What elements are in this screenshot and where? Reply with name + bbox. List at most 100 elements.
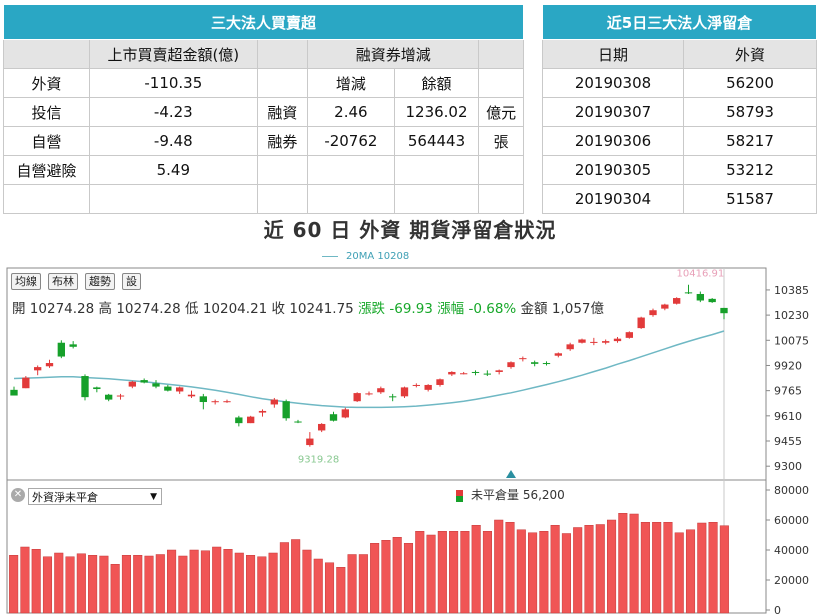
candle-body: [57, 342, 66, 357]
oi-bar: [618, 513, 628, 614]
y-tick-label: 0: [774, 604, 781, 614]
candle-body: [708, 298, 716, 303]
candle: [388, 393, 397, 402]
chevron-down-icon: ▼: [150, 492, 157, 502]
row-name: 外資: [2, 68, 91, 98]
candle-body: [519, 358, 527, 360]
margin-label: 融資: [256, 97, 309, 127]
futures-chart: 10385 10230 10075 9920 9765 9610 9455 9300 10416…: [6, 267, 809, 614]
oi-bar: [449, 531, 459, 614]
candle: [57, 340, 66, 359]
candle: [400, 386, 409, 398]
settings-button[interactable]: 設: [122, 273, 141, 290]
candle: [282, 399, 290, 421]
candle: [661, 303, 669, 311]
candle: [601, 339, 610, 345]
candle: [81, 374, 89, 401]
position-cell: 56200: [683, 68, 817, 98]
oi-legend: 未平倉量 56,200: [456, 486, 565, 503]
margin-unit: 張: [478, 126, 524, 156]
y-tick-label: 10075: [774, 334, 809, 347]
oi-bar: [370, 543, 380, 614]
candle-body: [69, 344, 77, 347]
candle-body: [175, 387, 184, 392]
candle-body: [10, 389, 18, 396]
amount-value: 1,057億: [551, 301, 604, 317]
open-value: 10274.28: [29, 301, 95, 317]
candle: [104, 393, 113, 402]
candle: [672, 297, 681, 305]
candle: [22, 376, 30, 389]
low-value: 10204.21: [202, 301, 268, 317]
candle-body: [566, 344, 574, 350]
candle: [471, 370, 480, 376]
candle-body: [507, 362, 515, 368]
candle-body: [140, 380, 148, 383]
candle: [377, 386, 385, 394]
oi-bar: [381, 540, 391, 614]
candle-body: [601, 341, 610, 343]
oi-bar: [223, 549, 233, 614]
oi-bar: [42, 556, 53, 614]
ohlc-readout: 開 10274.28 高 10274.28 低 10204.21 收 10241…: [12, 301, 604, 317]
oi-bar: [155, 554, 165, 614]
oi-bar: [279, 542, 289, 614]
oi-bar: [178, 555, 188, 614]
bollinger-button[interactable]: 布林: [48, 273, 78, 290]
margin-change: -20762: [307, 126, 395, 156]
close-icon[interactable]: ✕: [11, 488, 25, 502]
oi-bar: [674, 532, 684, 614]
candle: [448, 371, 456, 377]
candle-body: [45, 363, 54, 367]
margin-change: 2.46: [307, 97, 395, 127]
oi-bar: [313, 558, 323, 614]
oi-bar: [291, 539, 301, 614]
candle: [696, 291, 705, 303]
candle-body: [353, 393, 361, 402]
oi-bar: [392, 537, 402, 614]
candle-body: [554, 353, 563, 356]
candle-body: [471, 371, 480, 373]
candle-body: [282, 401, 290, 419]
row-name: 投信: [2, 97, 91, 127]
y-tick-label: 9765: [774, 385, 802, 398]
margin-header: 融資券增減: [307, 39, 480, 69]
net-position-table: 近5日三大法人淨留倉 日期 外資 20190308 56200 20190307 5…: [542, 4, 817, 214]
y-tick-label: 10385: [774, 284, 809, 297]
oi-bar: [234, 552, 244, 614]
trend-button[interactable]: 趨勢: [85, 273, 115, 290]
date-cell: 20190308: [542, 68, 684, 98]
candle-body: [495, 370, 503, 372]
candle: [530, 360, 539, 367]
candle: [199, 393, 208, 410]
oi-bar: [719, 525, 729, 614]
candle: [69, 341, 77, 349]
candle: [412, 383, 421, 388]
low-annotation: 9319.28: [298, 455, 339, 466]
candle-body: [388, 396, 397, 398]
indicator-select[interactable]: 外資淨未平倉 ▼: [28, 488, 162, 505]
candle-body: [649, 310, 657, 316]
oi-bar: [663, 522, 673, 614]
net-buy-header: 上市買賣超金額(億): [89, 39, 258, 69]
candle: [507, 361, 515, 369]
candle: [128, 380, 137, 389]
oi-bar: [426, 534, 436, 614]
candle-body: [223, 401, 231, 403]
candle: [187, 390, 196, 398]
candle-body: [542, 363, 551, 365]
ma-button[interactable]: 均線: [11, 273, 41, 290]
row-value: -4.23: [89, 97, 258, 127]
candle: [436, 378, 444, 387]
high-value: 10274.28: [116, 301, 181, 317]
candle-body: [258, 410, 267, 413]
candle-body: [187, 394, 196, 397]
margin-label: 融券: [256, 126, 309, 156]
marker-triangle: [506, 470, 516, 478]
oi-bar: [685, 529, 696, 614]
candle: [317, 423, 326, 433]
date-cell: 20190305: [542, 155, 684, 185]
candle: [10, 386, 18, 396]
y-tick-label: 80000: [774, 484, 809, 497]
row-value: 5.49: [89, 155, 258, 185]
